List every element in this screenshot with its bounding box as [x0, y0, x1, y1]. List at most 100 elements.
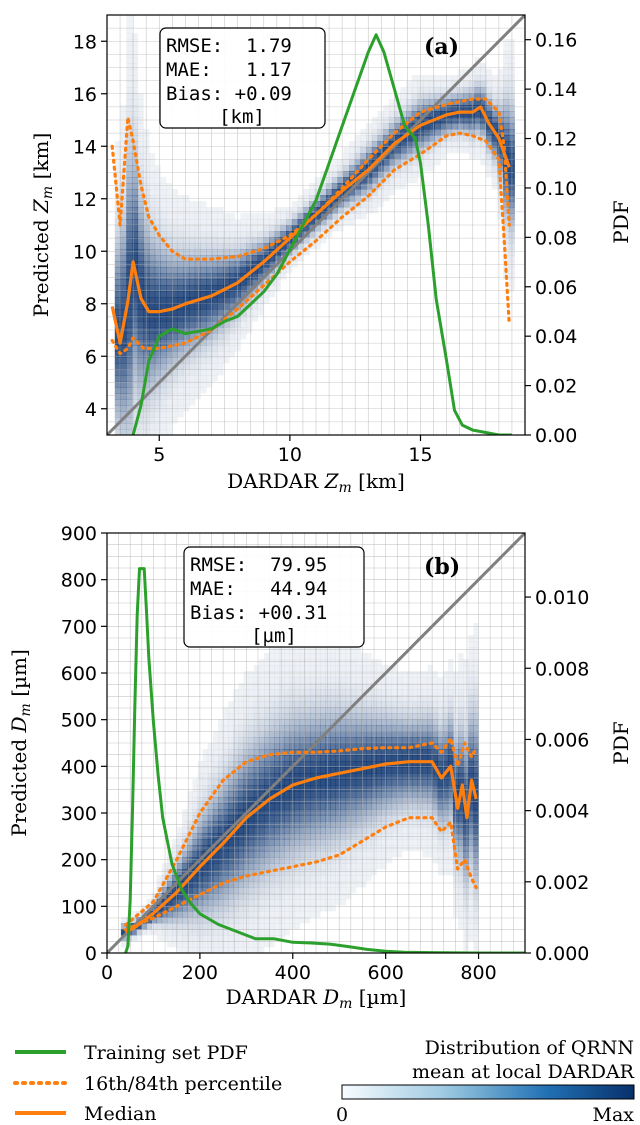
heatmap-cell — [391, 671, 398, 678]
axes-frame-a — [106, 14, 526, 436]
heatmap-cell — [264, 893, 270, 900]
heatmap-cell — [154, 297, 161, 304]
heatmap-cell — [453, 809, 459, 816]
heatmap-cell — [468, 797, 474, 804]
heatmap-cell — [417, 701, 423, 708]
heatmap-cell — [228, 797, 234, 804]
heatmap-cell — [279, 809, 285, 816]
heatmap-cell — [386, 797, 393, 804]
heatmap-cell — [120, 297, 127, 304]
heatmap-cell — [114, 267, 121, 274]
heatmap-cell — [355, 821, 362, 828]
heatmap-cell — [233, 773, 239, 780]
heatmap-cell — [442, 761, 449, 768]
y-tick-label: 700 — [61, 616, 97, 638]
heatmap-cell — [154, 249, 161, 256]
heatmap-cell — [491, 99, 498, 106]
heatmap-cell — [417, 683, 423, 690]
heatmap-cell — [340, 653, 347, 660]
heatmap-cell — [274, 713, 280, 720]
heatmap-cell — [228, 815, 234, 822]
heatmap-cell — [355, 863, 362, 870]
heatmap-cell — [458, 887, 464, 894]
heatmap-cell — [120, 381, 127, 388]
heatmap-cell — [149, 297, 156, 304]
heatmap-cell — [315, 743, 321, 750]
heatmap-cell — [376, 743, 382, 750]
heatmap-cell — [417, 827, 423, 834]
heatmap-cell — [412, 689, 418, 696]
heatmap-cell — [194, 249, 201, 256]
heatmap-cell — [160, 399, 167, 406]
heatmap-cell — [126, 27, 133, 34]
heatmap-cell — [238, 827, 244, 834]
heatmap-cell — [480, 63, 487, 70]
heatmap-cell — [376, 725, 382, 732]
heatmap-cell — [269, 875, 275, 882]
heatmap-cell — [325, 881, 331, 888]
heatmap-cell — [223, 911, 229, 918]
heatmap-cell — [149, 363, 156, 370]
heatmap-cell — [206, 315, 213, 322]
heatmap-cell — [194, 351, 201, 358]
heatmap-cell — [320, 659, 326, 666]
heatmap-cell — [269, 827, 275, 834]
heatmap-cell — [345, 797, 352, 804]
heatmap-cell — [473, 887, 479, 894]
heatmap-cell — [350, 689, 357, 696]
heatmap-cell — [269, 285, 276, 292]
heatmap-cell — [294, 677, 301, 684]
heatmap-cell — [286, 219, 293, 226]
heatmap-cell — [463, 749, 469, 756]
heatmap-cell — [355, 707, 362, 714]
heatmap-cell — [126, 387, 133, 394]
heatmap-cell — [315, 755, 321, 762]
heatmap-cell — [345, 743, 352, 750]
heatmap-cell — [320, 785, 326, 792]
y-tick-label: 600 — [61, 663, 97, 685]
heatmap-cell — [304, 881, 311, 888]
heatmap-cell — [330, 725, 336, 732]
heatmap-cell — [206, 357, 213, 364]
heatmap-cell — [207, 779, 214, 786]
heatmap-cell — [246, 279, 253, 286]
heatmap-cell — [304, 809, 311, 816]
heatmap-cell — [366, 153, 373, 160]
heatmap-cell — [468, 129, 475, 136]
heatmap-cell — [349, 153, 356, 160]
heatmap-cell — [325, 725, 331, 732]
heatmap-cell — [440, 153, 447, 160]
heatmap-cell — [422, 839, 428, 846]
heatmap-cell — [207, 791, 214, 798]
heatmap-cell — [264, 731, 270, 738]
heatmap-cell — [432, 755, 439, 762]
heatmap-cell — [304, 791, 311, 798]
heatmap-cell — [192, 881, 198, 888]
heatmap-cell — [366, 695, 372, 702]
heatmap-cell — [447, 671, 454, 678]
heatmap-cell — [407, 731, 413, 738]
heatmap-cell — [388, 177, 395, 184]
heatmap-cell — [315, 713, 321, 720]
heatmap-cell — [149, 411, 156, 418]
heatmap-cell — [457, 81, 464, 88]
heatmap-cell — [194, 237, 201, 244]
heatmap-cell — [248, 905, 255, 912]
colorbar-min-label: 0 — [336, 1104, 348, 1125]
heatmap-cell — [396, 791, 403, 798]
heatmap-cell — [132, 123, 139, 130]
heatmap-cell — [253, 905, 260, 912]
heatmap-cell — [453, 701, 459, 708]
heatmap-cell — [304, 863, 311, 870]
heatmap-cell — [428, 81, 435, 88]
heatmap-cell — [137, 213, 144, 220]
heatmap-cell — [310, 653, 316, 660]
heatmap-cell — [212, 863, 219, 870]
heatmap-cell — [177, 393, 184, 400]
heatmap-cell — [463, 147, 470, 154]
heatmap-cell — [160, 273, 167, 280]
heatmap-cell — [172, 875, 178, 882]
heatmap-cell — [473, 815, 479, 822]
heatmap-cell — [320, 749, 326, 756]
heatmap-cell — [366, 815, 372, 822]
